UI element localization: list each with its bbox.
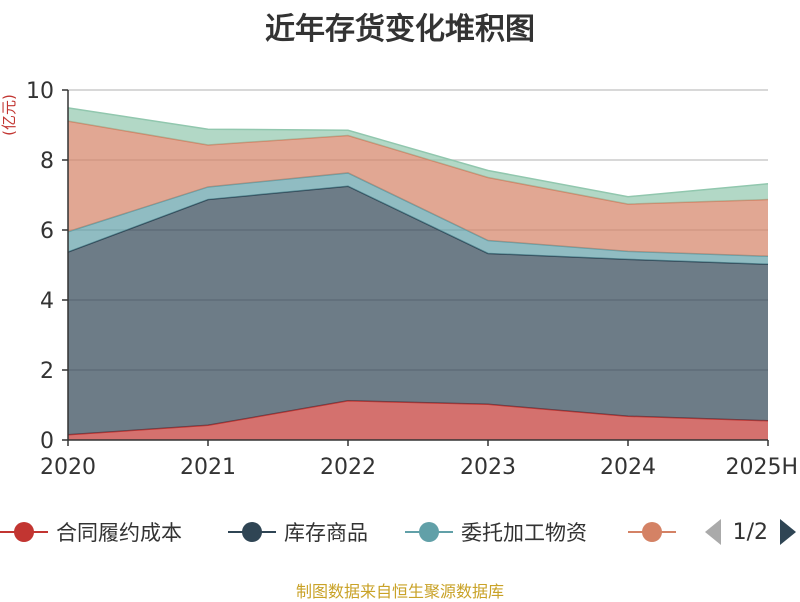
y-tick-label: 10 — [26, 79, 54, 104]
pager-next-icon[interactable] — [778, 517, 798, 547]
x-tick-label: 2020 — [40, 455, 96, 480]
legend-item-fourth-series[interactable] — [628, 512, 684, 552]
legend-marker-icon — [628, 522, 676, 542]
legend-marker-icon — [0, 522, 48, 542]
legend-label: 合同履约成本 — [56, 521, 182, 545]
x-tick-label: 2021 — [180, 455, 236, 480]
y-tick-label: 0 — [40, 429, 54, 454]
area-series-0[interactable] — [68, 400, 768, 440]
legend-item-outsourced-materials[interactable]: 委托加工物资 — [405, 512, 587, 552]
legend-marker-icon — [228, 522, 276, 542]
area-series-2[interactable] — [68, 172, 768, 265]
legend: 合同履约成本 库存商品 委托加工物资 1/2 — [0, 512, 800, 552]
x-tick-label: 2023 — [460, 455, 516, 480]
legend-item-finished-goods[interactable]: 库存商品 — [228, 512, 368, 552]
source-note: 制图数据来自恒生聚源数据库 — [295, 582, 504, 601]
x-tick-label: 2025H — [725, 455, 798, 480]
pager-text: 1/2 — [732, 519, 768, 545]
area-series-1[interactable] — [68, 186, 768, 435]
y-tick-label: 8 — [40, 149, 54, 174]
area-series-3[interactable] — [68, 121, 768, 257]
chart-title: 近年存货变化堆积图 — [265, 12, 535, 47]
legend-label: 委托加工物资 — [461, 521, 587, 545]
y-tick-label: 6 — [40, 219, 54, 244]
y-tick-label: 2 — [40, 359, 54, 384]
series-line-1 — [67, 185, 769, 266]
legend-pager: 1/2 — [703, 512, 798, 552]
y-axis-unit-label: (亿元) — [0, 94, 18, 136]
pager-prev-icon[interactable] — [703, 517, 723, 547]
y-tick-label: 4 — [40, 289, 54, 314]
series-line-4 — [67, 107, 769, 198]
series-areas — [67, 107, 769, 440]
x-tick-label: 2022 — [320, 455, 376, 480]
legend-label: 库存商品 — [284, 521, 368, 545]
legend-item-contract-cost[interactable]: 合同履约成本 — [0, 512, 182, 552]
x-tick-label: 2024 — [600, 455, 656, 480]
area-series-4[interactable] — [68, 107, 768, 205]
legend-marker-icon — [405, 522, 453, 542]
series-line-2 — [67, 172, 769, 257]
axes: 0 2 4 6 8 10 2020 2021 2022 2023 2024 2025H — [26, 79, 798, 480]
